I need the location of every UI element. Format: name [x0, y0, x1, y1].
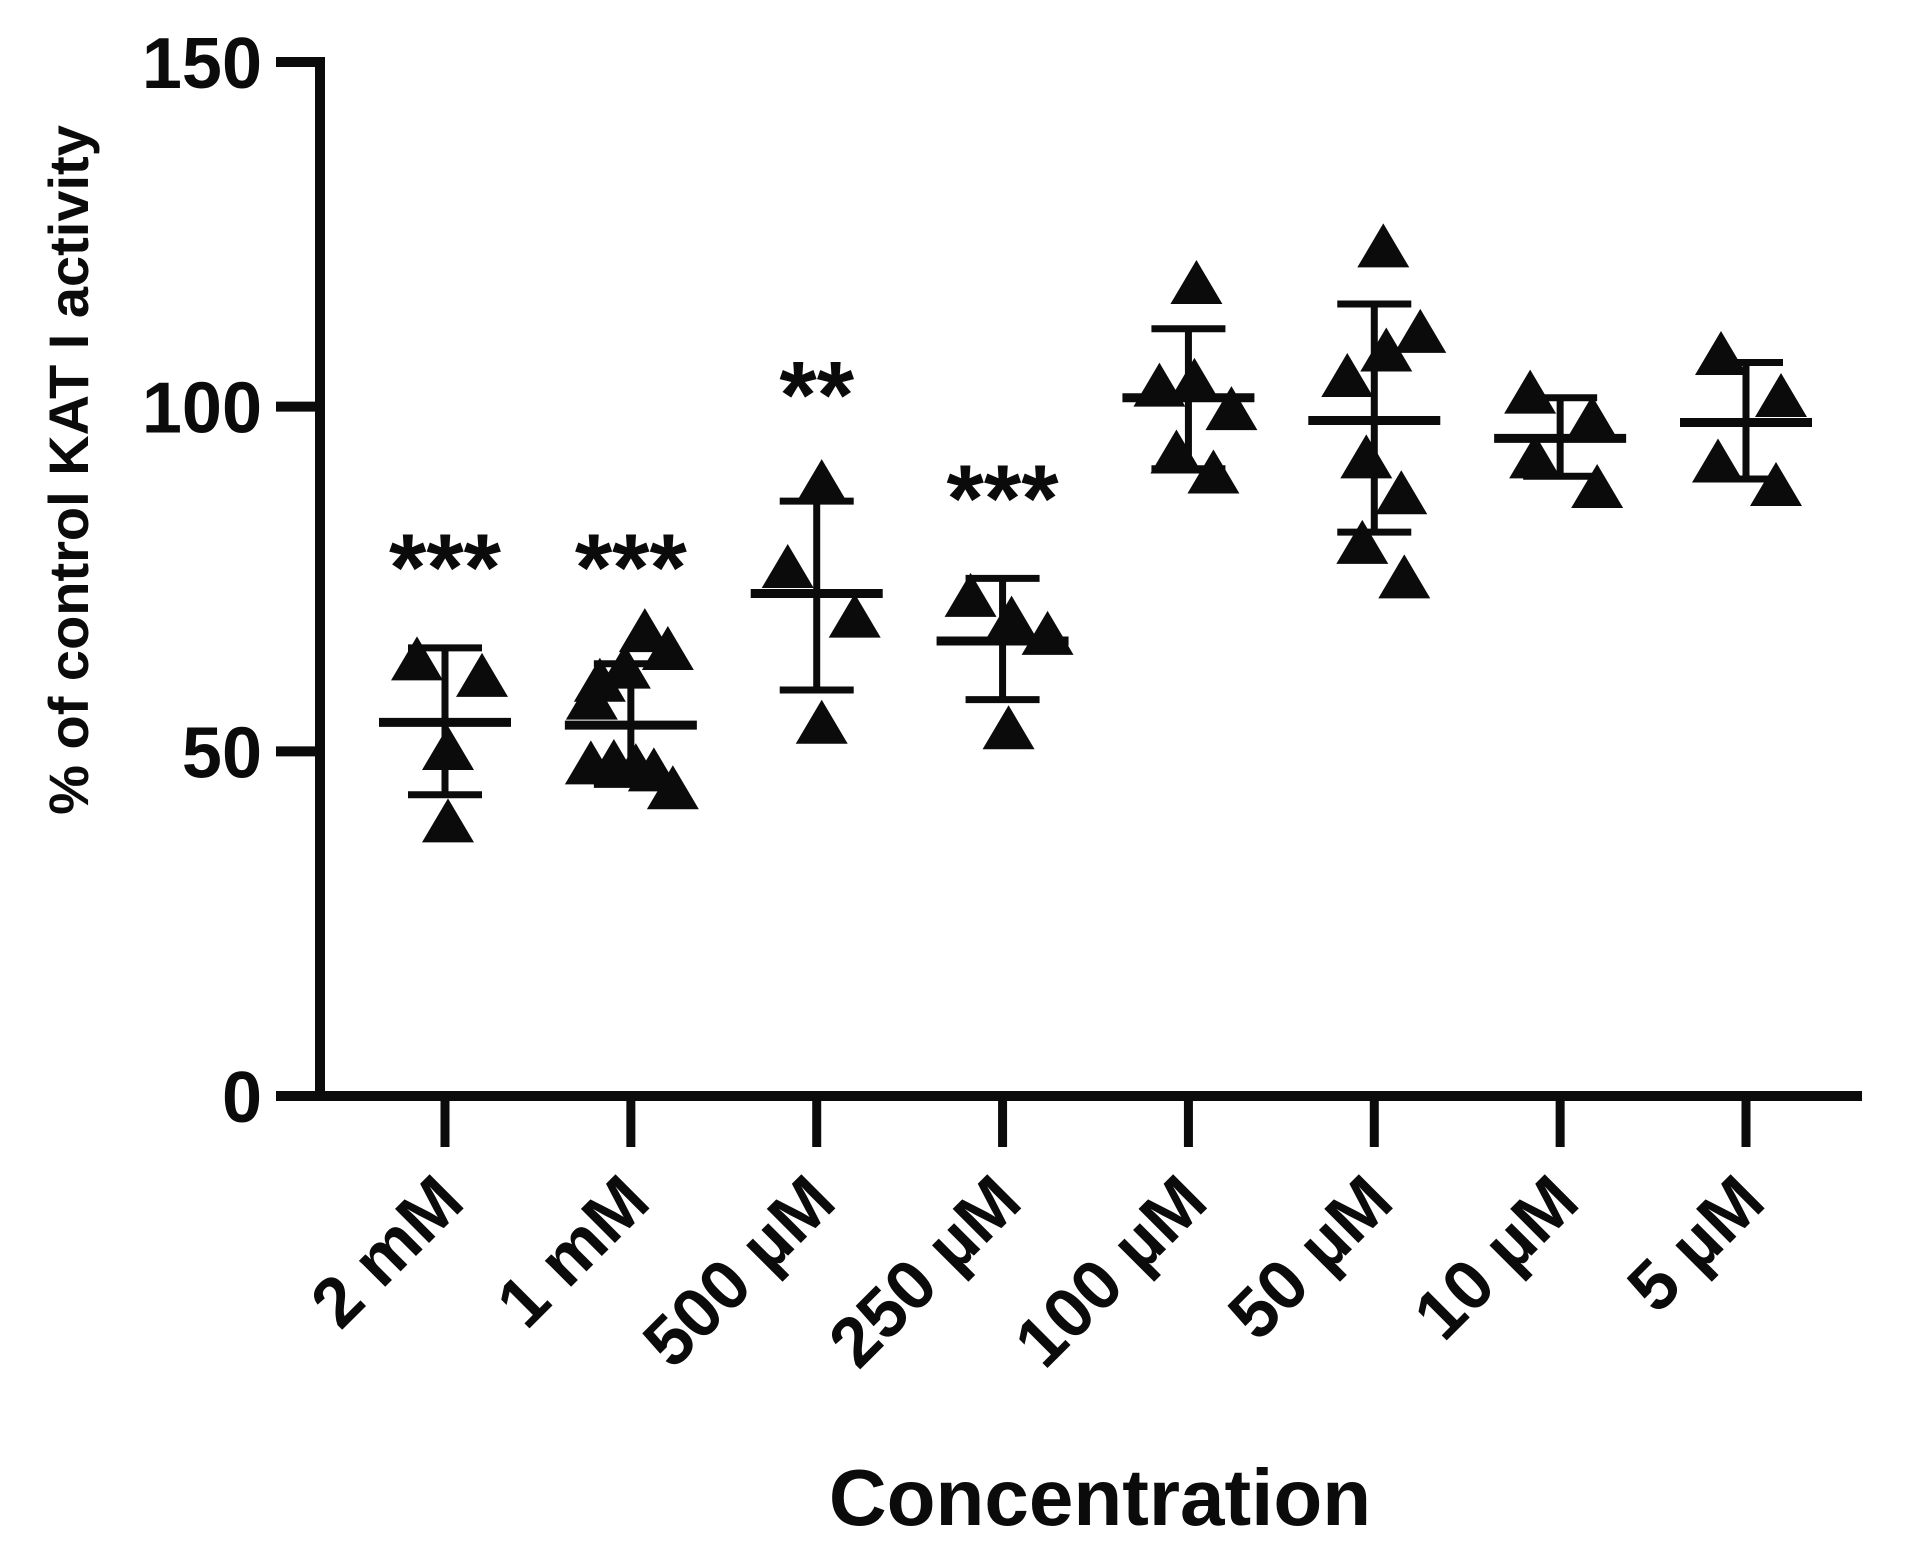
data-point-marker	[1336, 519, 1389, 564]
data-point-marker	[456, 652, 508, 697]
data-point-marker	[1340, 434, 1393, 479]
data-point-marker	[1394, 308, 1447, 353]
x-tick-label: 100 µM	[1000, 1160, 1221, 1381]
data-point-marker	[1357, 223, 1410, 268]
data-point-marker	[1150, 429, 1203, 474]
significance-label: ***	[575, 515, 688, 622]
data-point-marker	[795, 699, 848, 744]
data-point-marker	[1749, 461, 1802, 506]
data-point-marker	[1360, 327, 1413, 372]
data-point-marker	[1168, 357, 1221, 402]
y-tick-label: 100	[142, 369, 262, 449]
x-axis-title: Concentration	[829, 1453, 1371, 1542]
data-point-marker	[646, 765, 699, 810]
x-tick-label: 500 µM	[628, 1160, 849, 1381]
data-point-marker	[391, 636, 443, 681]
x-tick-label: 1 mM	[482, 1160, 664, 1342]
data-point-marker	[1378, 554, 1431, 599]
significance-label: ***	[947, 446, 1060, 553]
data-point-marker	[1504, 369, 1557, 414]
data-point-marker	[828, 593, 881, 638]
x-tick-label: 10 µM	[1399, 1160, 1593, 1354]
data-point-marker	[1754, 373, 1807, 418]
data-point-marker	[1566, 395, 1619, 440]
plot-area: 0 50 100 150 2 mM *** 1 mM *** 500 µM ** 250 µM ***…	[142, 24, 1862, 1382]
data-point-marker	[1205, 386, 1258, 431]
data-point-marker	[618, 608, 671, 653]
x-tick-label: 250 µM	[814, 1160, 1035, 1381]
data-point-marker	[1170, 259, 1223, 304]
data-point-marker	[982, 705, 1035, 750]
data-point-marker	[1694, 330, 1747, 375]
y-tick-label: 150	[142, 24, 262, 104]
data-point-marker	[1187, 449, 1240, 494]
data-point-marker	[1571, 464, 1624, 509]
significance-label: ***	[389, 515, 502, 622]
y-tick-label: 0	[222, 1058, 262, 1138]
y-tick-label: 50	[182, 713, 262, 793]
data-point-marker	[565, 675, 618, 720]
data-point-marker	[422, 798, 474, 843]
data-point-marker	[985, 595, 1038, 640]
data-point-marker	[1509, 434, 1562, 479]
y-axis-title: % of control KAT I activity	[37, 125, 100, 815]
data-point-marker	[1321, 353, 1374, 398]
data-point-marker	[761, 543, 814, 588]
x-tick-label: 5 µM	[1612, 1160, 1778, 1326]
data-point-marker	[1691, 438, 1744, 483]
data-point-marker	[598, 644, 651, 689]
x-tick-label: 50 µM	[1213, 1160, 1407, 1354]
data-point-marker	[1375, 470, 1428, 515]
data-point-marker	[641, 626, 694, 671]
x-tick-label: 2 mM	[296, 1160, 478, 1342]
data-point-marker	[422, 725, 474, 770]
data-point-marker	[1021, 610, 1074, 655]
significance-label: **	[779, 342, 854, 449]
data-point-marker	[795, 459, 848, 504]
data-point-marker	[944, 572, 997, 617]
